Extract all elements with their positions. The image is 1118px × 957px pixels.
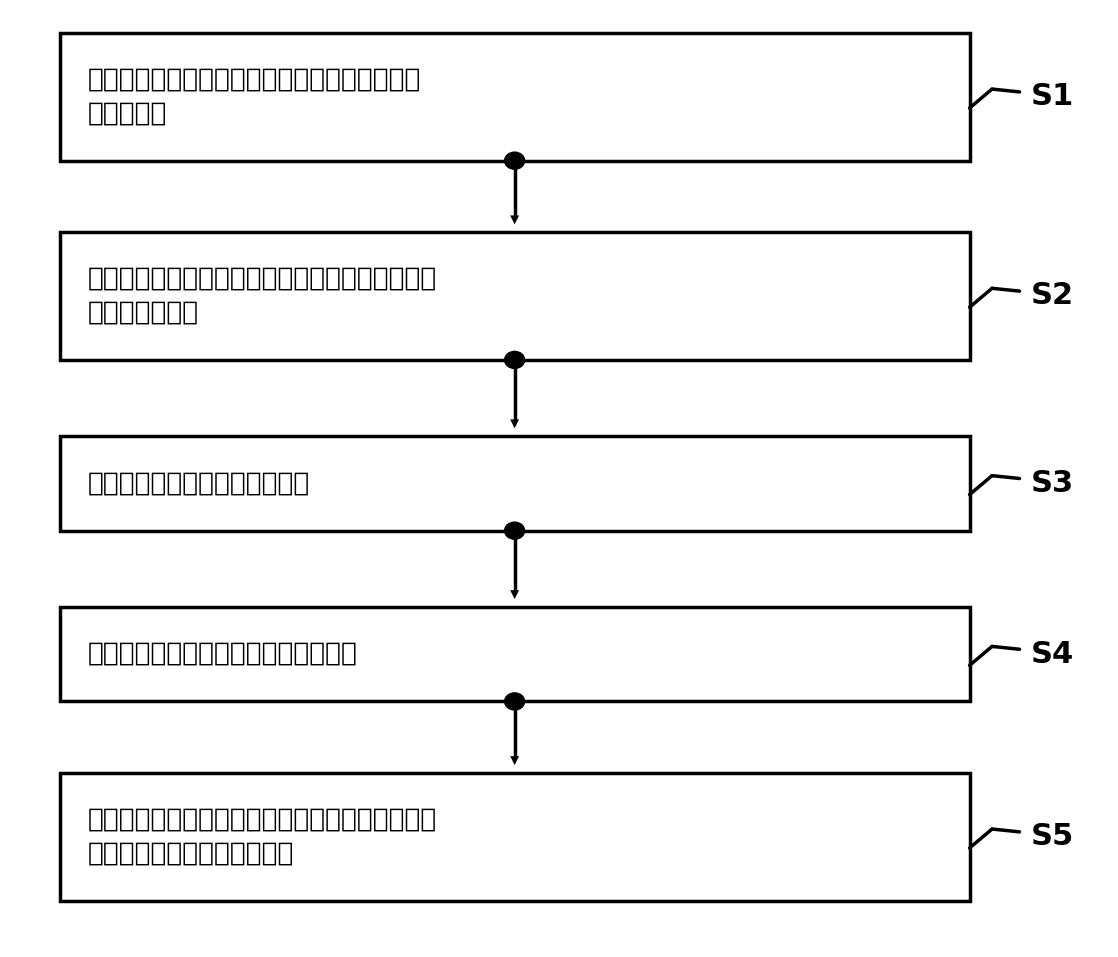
Bar [59, 33, 969, 161]
Text: 激光光源发射激光至空芯光子带隙型光子晶体光纤
内，得到信号光: 激光光源发射激光至空芯光子带隙型光子晶体光纤 内，得到信号光 [87, 266, 437, 326]
Circle shape [504, 693, 524, 710]
Bar [59, 232, 969, 360]
Bar [59, 435, 969, 531]
Text: S2: S2 [1031, 281, 1073, 310]
Bar [59, 772, 969, 901]
Bar [59, 607, 969, 701]
Text: 半导体光电探测器接收放大后的信号光: 半导体光电探测器接收放大后的信号光 [87, 641, 358, 667]
Text: S5: S5 [1031, 822, 1074, 851]
Circle shape [504, 152, 524, 169]
Text: 分析系统根据所述放大后的信号光计算气体浓度，
将所述气体浓度传送至监控端: 分析系统根据所述放大后的信号光计算气体浓度， 将所述气体浓度传送至监控端 [87, 807, 437, 867]
Text: 掺铒光纤放大器放大所述信号光: 掺铒光纤放大器放大所述信号光 [87, 470, 310, 497]
Text: S1: S1 [1031, 82, 1074, 111]
Circle shape [504, 351, 524, 368]
Text: S3: S3 [1031, 469, 1073, 498]
Text: 被测气体被选择性进入所述空芯光子带隙型光子
晶体光纤中: 被测气体被选择性进入所述空芯光子带隙型光子 晶体光纤中 [87, 67, 420, 126]
Circle shape [504, 523, 524, 539]
Text: S4: S4 [1031, 639, 1074, 669]
